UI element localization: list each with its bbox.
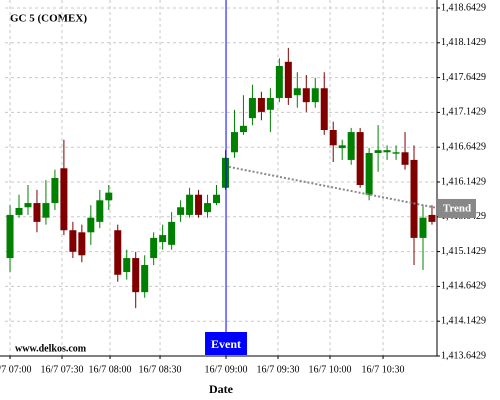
candle-body [275,65,283,98]
candle-body [428,214,436,222]
x-tick-label: 16/7 10:00 [308,364,351,375]
candle-body [213,194,221,204]
y-tick-label: 1,416.6429 [441,141,486,152]
y-tick-label: 1,414.6429 [441,281,486,292]
candle-body [221,157,229,188]
candle-body [347,132,355,160]
candle-body [401,152,409,165]
x-tick-label: 16/7 07:00 [0,364,32,375]
candle-body [42,203,50,218]
x-tick-label: 16/7 08:30 [139,364,182,375]
candle-body [311,88,319,103]
x-tick-label: 16/7 10:30 [362,364,405,375]
candle-body [168,221,176,245]
candle-body [266,97,274,110]
candle-body [392,152,400,154]
x-tick-label: 16/7 07:30 [40,364,83,375]
candle-body [51,178,59,204]
candle-body [329,130,337,146]
candle-body [293,88,301,96]
candle-body [320,88,328,131]
y-tick-label: 1,416.1429 [441,176,486,187]
candle-body [302,88,310,103]
chart-title: GC 5 (COMEX) [10,13,87,25]
candle-body [87,217,95,233]
candle-body [24,203,32,208]
candle-body [141,265,149,293]
candle-body [374,150,382,153]
x-axis-label: Date [209,382,234,396]
x-tick-label: 16/7 09:30 [256,364,299,375]
candle-body [69,230,77,252]
y-tick-label: 1,413.6429 [441,350,486,361]
candle-body [365,152,373,195]
candle-body [383,150,391,153]
candle-body [177,207,185,215]
y-tick-label: 1,417.6429 [441,72,486,83]
trend-line [228,165,438,209]
candle-body [204,203,212,213]
candle-body [105,192,113,201]
candle-body [96,200,104,222]
candle-body [410,159,418,238]
trend-label: Trend [443,202,471,214]
candle-body [150,237,158,259]
candle-body [230,132,238,153]
candle-body [15,207,23,215]
candle-body [159,235,167,243]
candle-body [78,232,86,256]
y-tick-label: 1,414.1429 [441,315,486,326]
candle-body [195,194,203,215]
candle-body [60,168,68,231]
candle-body [186,194,194,215]
y-tick-label: 1,417.1429 [441,107,486,118]
y-tick-label: 1,415.1429 [441,246,486,257]
event-label-box [205,332,248,355]
x-tick-label: 16/7 09:00 [204,364,247,375]
candle-body [6,214,14,259]
candle-body [132,258,140,293]
candle-body [284,61,292,98]
watermark: www.delkos.com [15,343,87,354]
candle-body [114,230,122,275]
candle-body [356,132,364,185]
candle-body [248,97,256,119]
candle-body [419,217,427,238]
candle-body [33,203,41,222]
candle-body [257,97,265,112]
y-tick-label: 1,418.1429 [441,37,486,48]
event-label: Event [211,337,241,351]
x-tick-label: 16/7 08:00 [89,364,132,375]
y-tick-label: 1,418.6429 [441,2,486,13]
trend-label-box [438,198,476,218]
candle-body [239,125,247,133]
candle-body [338,145,346,149]
candle-body [123,258,131,272]
